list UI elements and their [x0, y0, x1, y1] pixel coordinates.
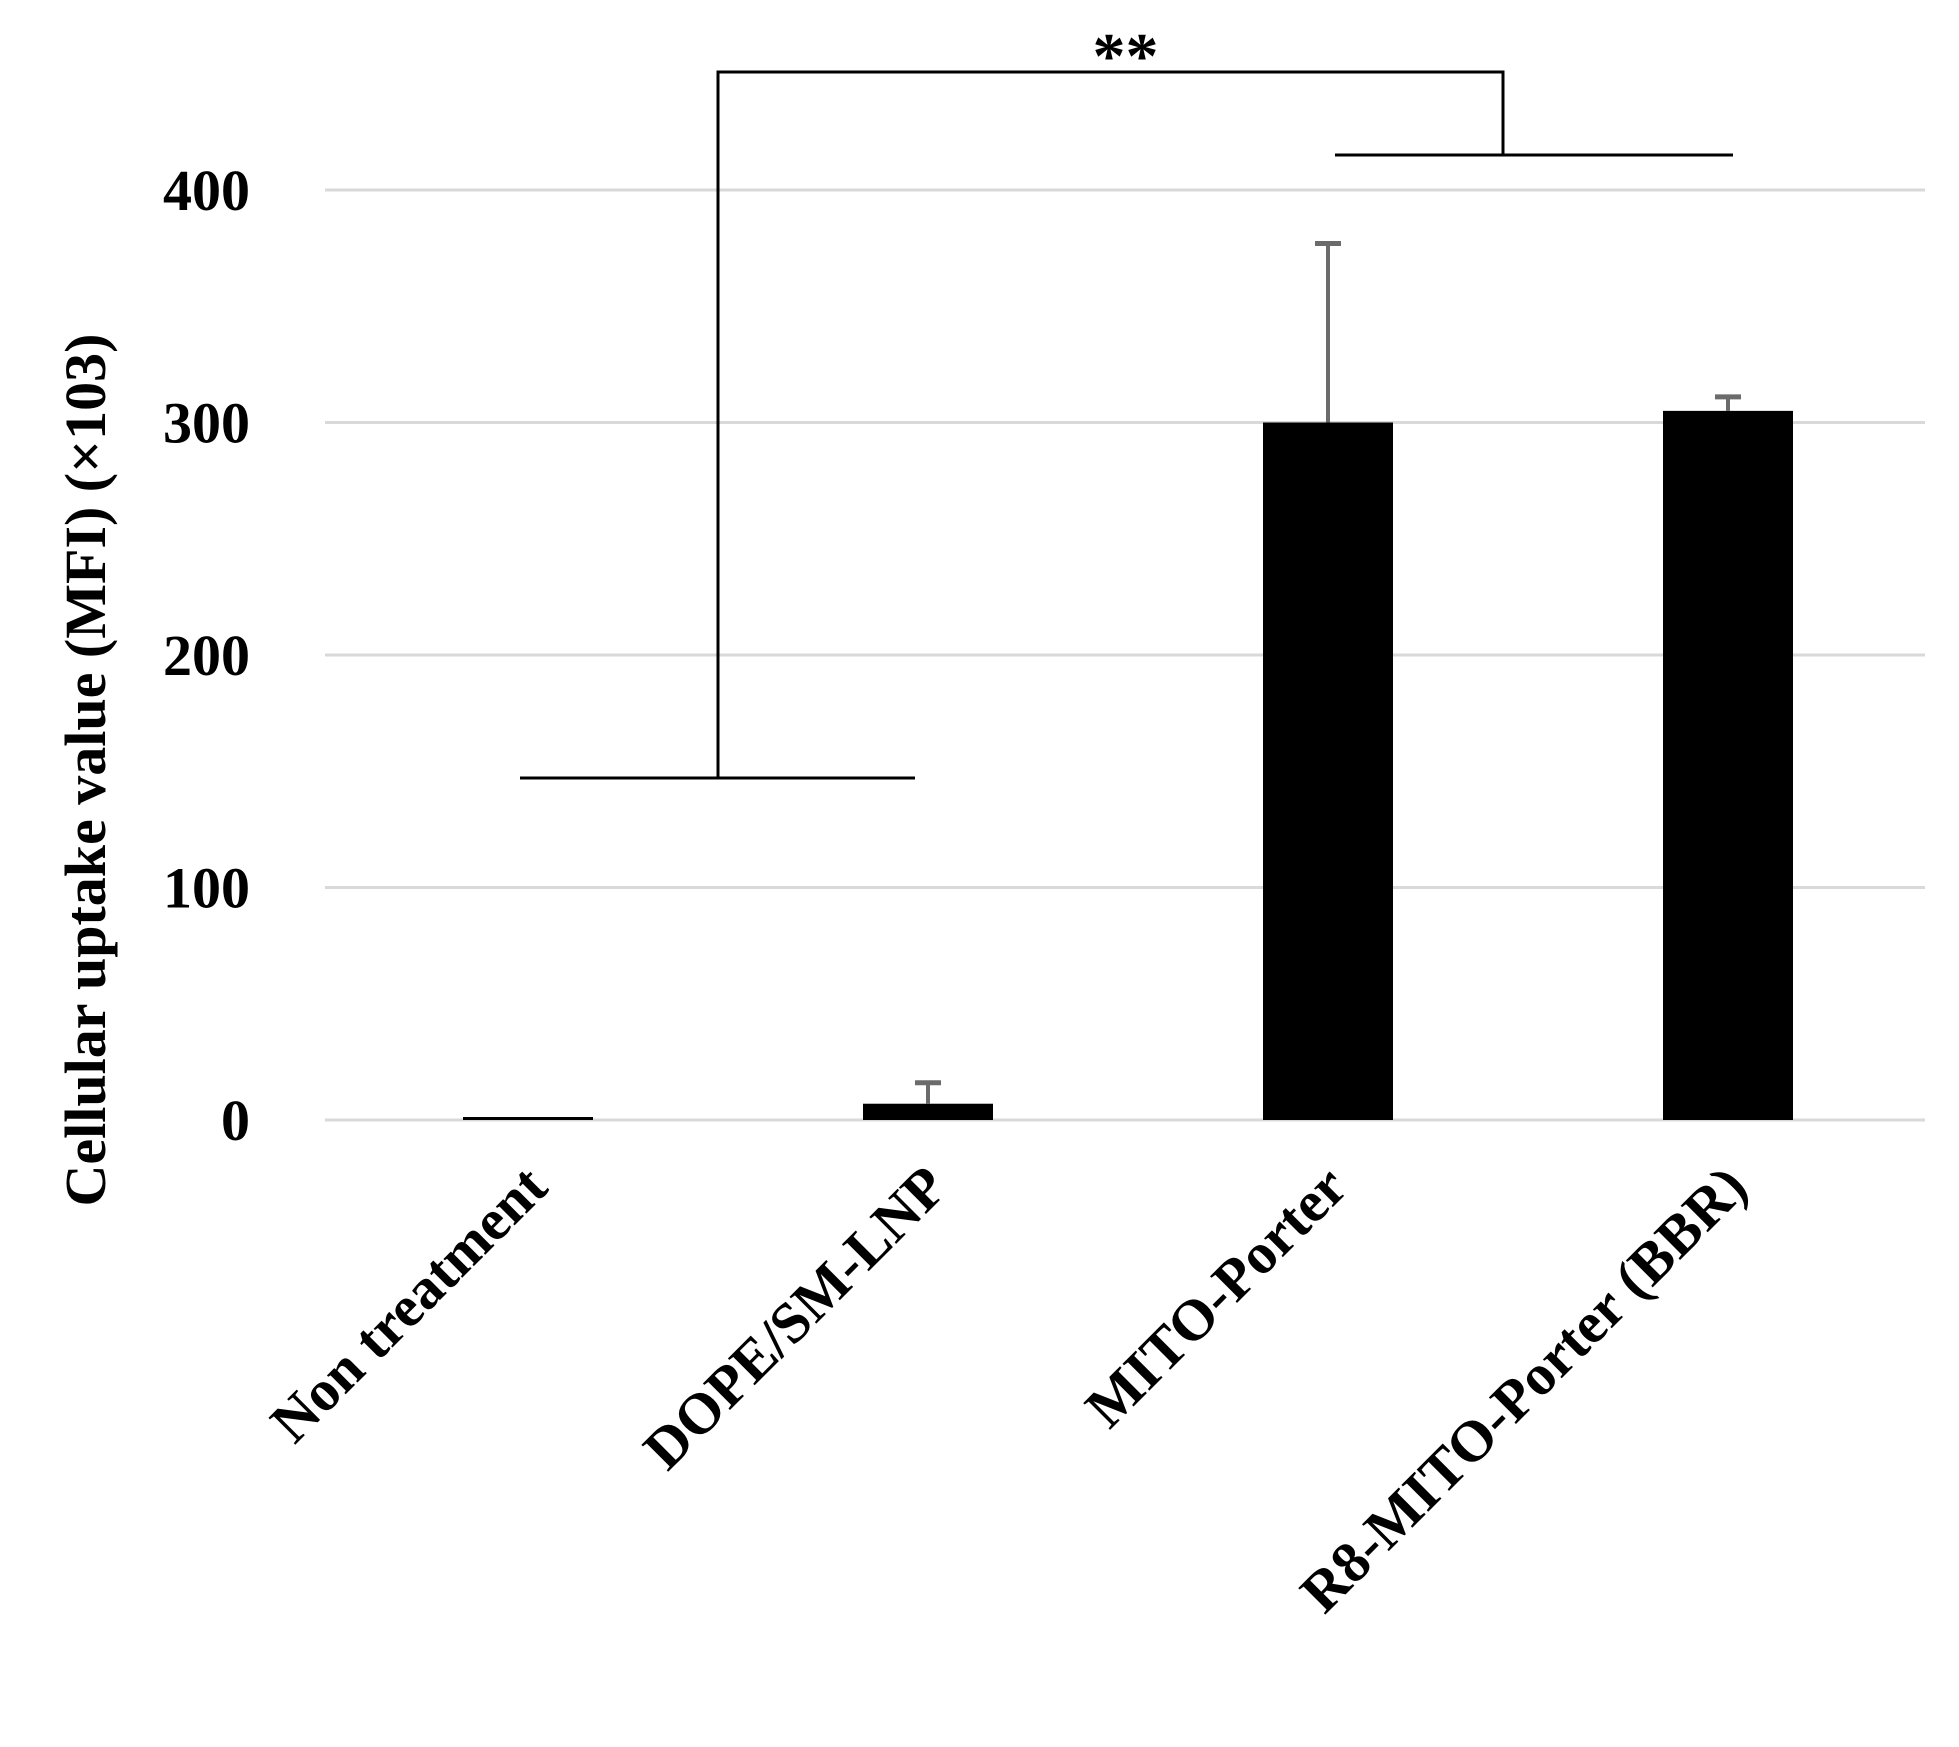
y-tick-label: 300: [163, 391, 250, 456]
y-axis-title: Cellular uptake value (MFI) (×103): [53, 334, 118, 1207]
x-category-label: MITO-Porter: [1073, 1153, 1360, 1440]
bar: [463, 1117, 593, 1120]
x-category-label: R8-MITO-Porter (BBR): [1288, 1153, 1760, 1625]
bracket-connector: [716, 70, 1505, 778]
y-tick-label: 100: [163, 856, 250, 921]
y-tick-label: 200: [163, 623, 250, 688]
error-bars: [915, 240, 1741, 1104]
x-category-label: DOPE/SM-LNP: [631, 1153, 959, 1481]
bars: [463, 410, 1793, 1120]
x-category-labels: Non treatment DOPE/SM-LNP MITO-PorterR8-MI…: [258, 1153, 1759, 1625]
bar: [1663, 410, 1793, 1120]
y-tick-label: 0: [221, 1088, 250, 1153]
y-tick-labels: 0 100 200 300 400: [163, 158, 250, 1153]
significance-bracket: **: [520, 20, 1733, 780]
bar: [863, 1103, 993, 1120]
y-tick-label: 400: [163, 158, 250, 223]
bar: [1263, 422, 1393, 1120]
x-category-label: Non treatment: [258, 1153, 560, 1455]
gridlines: [325, 188, 1925, 1122]
significance-label: **: [1093, 20, 1159, 93]
